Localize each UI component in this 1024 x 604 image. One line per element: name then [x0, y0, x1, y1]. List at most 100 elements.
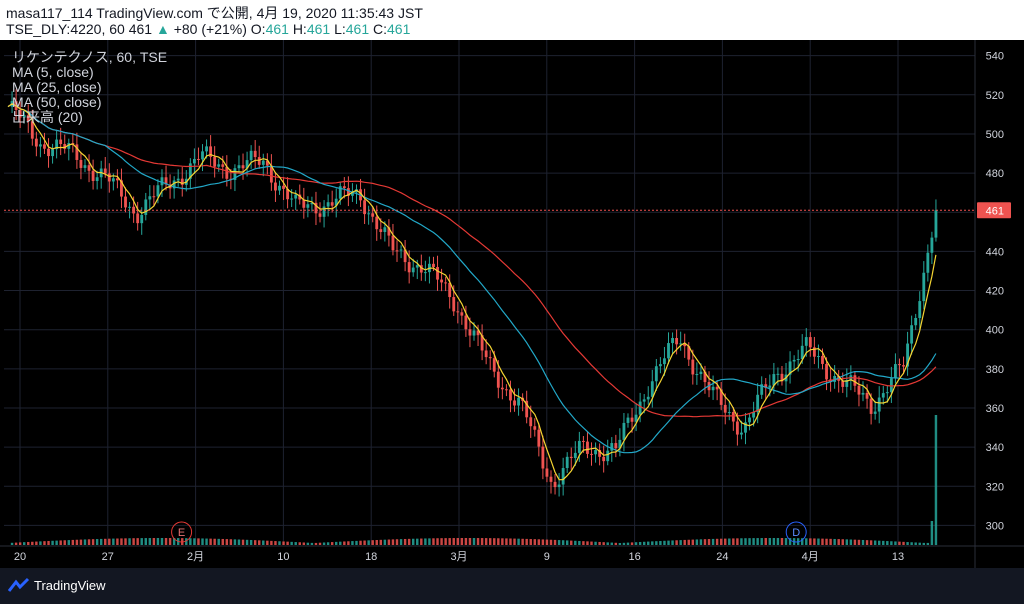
- volume-bar: [233, 539, 237, 545]
- volume-bar: [557, 540, 561, 545]
- volume-bar: [87, 539, 91, 545]
- volume-bar: [148, 538, 152, 545]
- candle-body: [918, 301, 922, 318]
- candle-body: [346, 188, 350, 196]
- candle-body: [723, 404, 727, 413]
- volume-bar: [772, 538, 776, 545]
- candle-body: [792, 359, 796, 362]
- volume-bar: [622, 542, 626, 545]
- candle-body: [67, 143, 71, 149]
- volume-bar: [359, 540, 362, 545]
- candle-body: [541, 446, 545, 469]
- candle-body: [671, 338, 674, 344]
- volume-bar: [75, 539, 79, 545]
- volume-bar: [253, 540, 257, 545]
- volume-bar: [497, 538, 500, 545]
- close-value: 461: [387, 21, 411, 37]
- candle-body: [517, 397, 520, 406]
- chart-area[interactable]: 300320340360380400420440460480500520540 …: [0, 40, 1024, 568]
- time-axis: 20 27 2月 10 18 3月 9 16 24 4月 13: [0, 545, 1024, 563]
- volume-bar: [456, 538, 460, 545]
- candle-body: [808, 337, 812, 348]
- volume-bar: [310, 542, 314, 545]
- candle-body: [484, 350, 488, 358]
- open-label: O:: [250, 21, 266, 37]
- candle-body: [197, 158, 200, 160]
- candle-body: [326, 202, 330, 207]
- candle-body: [804, 337, 808, 346]
- candle-body: [201, 151, 204, 160]
- volume-bar: [849, 539, 853, 545]
- candle-body: [634, 414, 638, 422]
- candle-body: [492, 358, 496, 372]
- volume-bar: [245, 539, 249, 545]
- candle-body: [225, 166, 229, 179]
- candle-body: [504, 389, 508, 391]
- last-price-tag-label: 461: [986, 205, 1004, 217]
- volume-bar: [306, 542, 310, 545]
- candle-body: [351, 192, 354, 196]
- candle-body: [845, 380, 849, 387]
- candle-body: [47, 148, 50, 157]
- candle-body: [237, 165, 241, 169]
- candle-body: [395, 250, 399, 252]
- candle-body: [735, 421, 739, 435]
- volume-bar: [675, 540, 678, 545]
- candle-body: [456, 311, 460, 313]
- price-tick-label: 300: [986, 520, 1004, 532]
- volume-bar: [237, 539, 241, 545]
- price-tick-label: 480: [986, 168, 1004, 180]
- candle-body: [622, 422, 626, 440]
- candle-body: [51, 149, 54, 157]
- candle-body: [606, 450, 610, 462]
- volume-bar: [286, 541, 289, 545]
- volume-bar: [715, 538, 719, 545]
- footer-bar: TradingView: [0, 568, 1024, 604]
- candle-body: [322, 206, 326, 217]
- ma5-line: [7, 103, 937, 481]
- volume-bar: [31, 541, 34, 545]
- volume-bar: [667, 540, 670, 545]
- volume-bar: [99, 538, 103, 545]
- candle-body: [825, 363, 828, 380]
- candle-body: [768, 385, 772, 388]
- volume-bar: [128, 538, 131, 545]
- candle-body: [537, 429, 541, 447]
- chart-header: masa117_114 TradingView.com で公開, 4月 19, …: [0, 0, 1024, 40]
- volume-bar: [634, 542, 638, 545]
- volume-bar: [326, 542, 330, 545]
- candle-body: [87, 165, 91, 171]
- volume-bar: [298, 542, 301, 545]
- volume-bar: [225, 539, 229, 545]
- volume-bar: [436, 538, 439, 545]
- volume-bar: [391, 539, 395, 545]
- volume-bar: [363, 540, 366, 545]
- volume-bar: [906, 542, 909, 545]
- volume-bar: [249, 539, 253, 545]
- candle-body: [788, 361, 792, 375]
- price-tick-label: 340: [986, 442, 1004, 454]
- volume-bar: [322, 542, 326, 545]
- price-chart[interactable]: 300320340360380400420440460480500520540 …: [0, 40, 1024, 568]
- volume-bar: [35, 541, 38, 545]
- candle-body: [500, 387, 504, 390]
- legend-symbol: リケンテクノス, 60, TSE: [12, 49, 168, 65]
- volume-bar: [407, 538, 411, 545]
- volume-bar: [464, 538, 468, 545]
- candle-body: [764, 384, 768, 388]
- volume-bar: [724, 538, 727, 545]
- volume-bar: [270, 540, 273, 545]
- volume-bar: [136, 538, 139, 545]
- volume-bar: [335, 541, 338, 545]
- indicator-legend: リケンテクノス, 60, TSE MA (5, close) MA (25, c…: [12, 50, 167, 125]
- candle-body: [695, 374, 699, 376]
- candle-body: [286, 188, 290, 200]
- price-tick-label: 500: [986, 129, 1004, 141]
- volume-bar: [784, 538, 788, 545]
- volume-bar: [132, 538, 135, 545]
- candle-body: [363, 200, 367, 215]
- candle-body: [160, 177, 164, 186]
- volume-bar: [262, 540, 265, 545]
- volume-bar: [416, 538, 419, 545]
- candle-body: [241, 165, 245, 169]
